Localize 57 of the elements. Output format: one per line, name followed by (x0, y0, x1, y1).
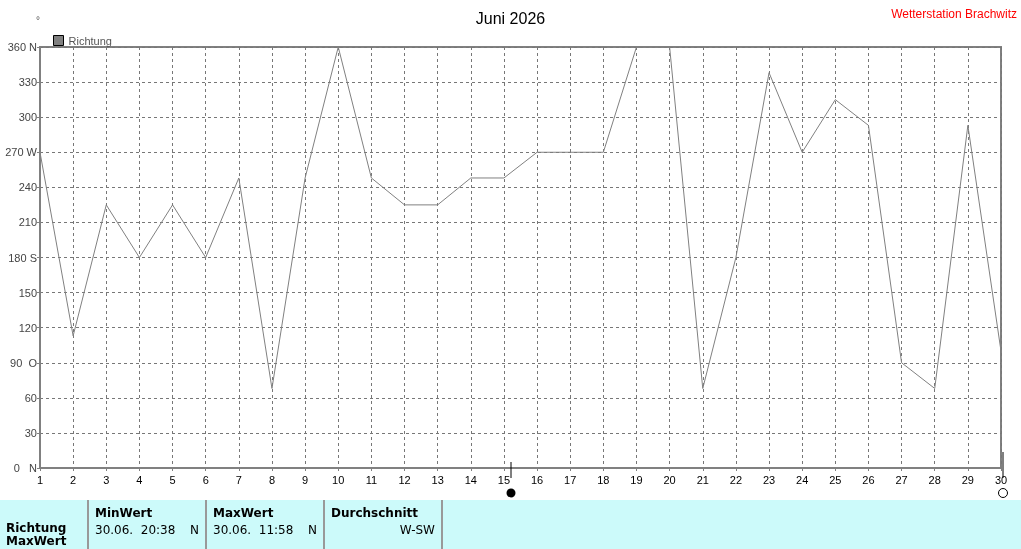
x-tick-label: 7 (235, 473, 242, 486)
y-tick-label: 240 (18, 181, 37, 194)
x-tick-label: 15 (497, 473, 511, 486)
x-tick-label: 5 (169, 473, 176, 486)
legend-label: Richtung (68, 34, 112, 47)
x-tick-label: 28 (928, 473, 941, 486)
y-tick-label: 90 O (10, 356, 38, 369)
y-tick-label: 270 W (5, 146, 38, 159)
x-tick-label: 10 (332, 473, 345, 486)
x-tick-label: 29 (961, 473, 974, 486)
x-tick-label: 9 (302, 473, 309, 486)
x-tick-label: 11 (365, 473, 378, 486)
x-tick-label: 13 (431, 473, 444, 486)
x-tick-label: 18 (597, 473, 610, 486)
y-tick-label: 210 (18, 216, 37, 229)
y-tick-label: 180 S (8, 251, 37, 264)
x-tick-label: 27 (895, 473, 908, 486)
x-tick-label: 24 (796, 473, 809, 486)
x-tick-label: 16 (530, 473, 544, 486)
y-tick-label: 120 (18, 321, 37, 334)
y-tick-label: 300 (18, 111, 37, 124)
x-tick-label: 2 (70, 473, 77, 486)
y-axis-title: ° (36, 14, 40, 26)
x-tick-label: 14 (464, 473, 477, 486)
x-tick-label: 3 (103, 473, 110, 486)
text: N (308, 523, 317, 537)
x-tick-label: 25 (829, 473, 842, 486)
y-tick-label: 30 (24, 426, 37, 439)
y-tick-label: 0 N (13, 462, 38, 474)
x-tick-label: 19 (630, 473, 643, 486)
text: 30.06. 20:38 (95, 523, 176, 537)
x-tick-label: 23 (762, 473, 776, 486)
x-tick-label: 21 (696, 473, 709, 486)
text: 30.06. 11:58 (213, 523, 294, 537)
x-tick-label: 17 (564, 473, 577, 486)
text: W-SW (399, 523, 435, 537)
y-tick-label: 360 N (7, 41, 38, 53)
y-tick-label: 330 (18, 76, 37, 89)
text: MaxWert (213, 506, 275, 520)
x-tick-label: 30 (994, 473, 1008, 486)
x-tick-label: 8 (268, 473, 276, 486)
text: MaxWert (6, 534, 68, 548)
x-tick-label: 6 (202, 473, 209, 486)
x-tick-label: 1 (36, 473, 44, 486)
x-tick-label: 4 (136, 473, 143, 486)
x-tick-label: 12 (398, 473, 411, 486)
text: MinWert (95, 506, 154, 520)
text: Richtung (6, 521, 68, 535)
x-tick-label: 26 (862, 473, 875, 486)
y-tick-label: 150 (18, 286, 37, 299)
text: N (190, 523, 199, 537)
text: Durchschnitt (331, 506, 419, 520)
y-tick-label: 60 (24, 391, 37, 404)
x-tick-label: 20 (663, 473, 676, 486)
chart-title: Juni 2026 (475, 9, 546, 27)
x-tick-label: 22 (729, 473, 743, 486)
text: Wetterstation Brachwitz (891, 7, 1017, 21)
